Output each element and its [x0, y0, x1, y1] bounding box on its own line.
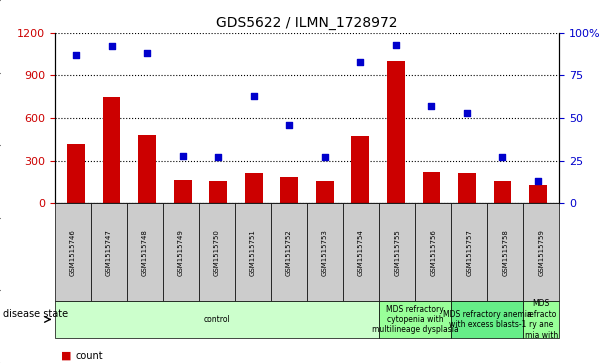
Text: GSM1515751: GSM1515751 [250, 229, 256, 276]
Bar [458, 174, 476, 203]
Point [533, 178, 543, 184]
Point [427, 103, 437, 109]
Text: GSM1515759: GSM1515759 [538, 229, 544, 276]
Bar [316, 181, 334, 203]
Text: GSM1515758: GSM1515758 [502, 229, 508, 276]
Bar [280, 177, 298, 203]
Point [285, 122, 294, 128]
Text: GSM1515754: GSM1515754 [358, 229, 364, 276]
Text: MDS refractory
cytopenia with
multilineage dysplasia: MDS refractory cytopenia with multilinea… [372, 305, 458, 334]
Point [249, 93, 258, 99]
Point [356, 59, 365, 65]
Bar [174, 180, 192, 203]
Point [462, 110, 472, 116]
Text: GSM1515757: GSM1515757 [466, 229, 472, 276]
Text: control: control [204, 315, 230, 324]
Bar [209, 180, 227, 203]
Point [391, 42, 401, 48]
Bar [351, 136, 369, 203]
Text: GSM1515753: GSM1515753 [322, 229, 328, 276]
Text: disease state: disease state [3, 309, 68, 319]
Title: GDS5622 / ILMN_1728972: GDS5622 / ILMN_1728972 [216, 16, 398, 30]
Point [142, 50, 152, 56]
Text: GSM1515752: GSM1515752 [286, 229, 292, 276]
Text: GSM1515750: GSM1515750 [214, 229, 220, 276]
Text: GSM1515747: GSM1515747 [106, 229, 112, 276]
Point [320, 154, 330, 160]
Bar [67, 144, 85, 203]
Text: GSM1515756: GSM1515756 [430, 229, 436, 276]
Bar [138, 135, 156, 203]
Point [71, 52, 81, 58]
Point [178, 152, 187, 158]
Bar [494, 181, 511, 203]
Bar [103, 97, 120, 203]
Bar [529, 185, 547, 203]
Text: GSM1515748: GSM1515748 [142, 229, 148, 276]
Text: GSM1515746: GSM1515746 [70, 229, 76, 276]
Point [497, 154, 507, 160]
Text: MDS refractory anemia
with excess blasts-1: MDS refractory anemia with excess blasts… [443, 310, 531, 329]
Text: GSM1515749: GSM1515749 [178, 229, 184, 276]
Bar [245, 174, 263, 203]
Text: ■: ■ [61, 351, 71, 361]
Text: MDS
refracto
ry ane
mia with: MDS refracto ry ane mia with [525, 299, 558, 339]
Bar [387, 61, 405, 203]
Bar [423, 172, 440, 203]
Text: GSM1515755: GSM1515755 [394, 229, 400, 276]
Point [107, 44, 117, 49]
Point [213, 154, 223, 160]
Text: count: count [76, 351, 103, 361]
